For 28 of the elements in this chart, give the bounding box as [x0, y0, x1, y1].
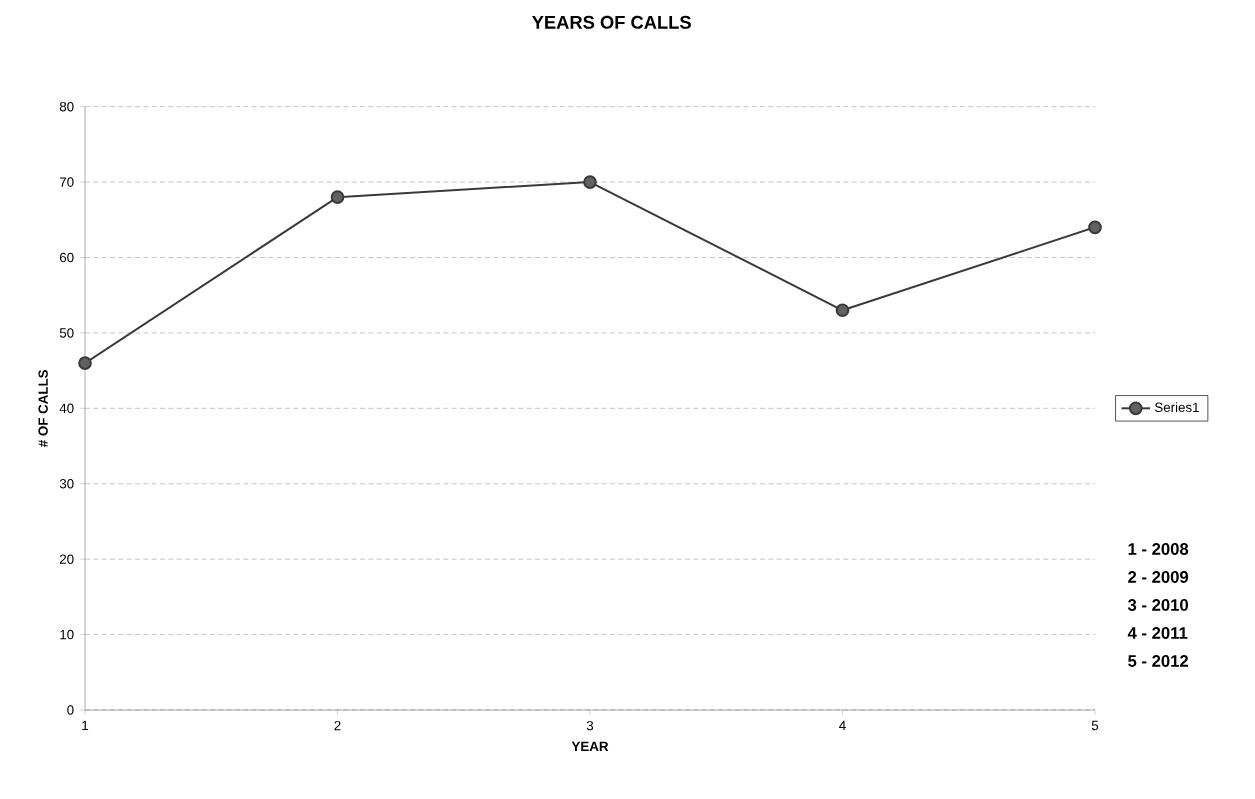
text: 2 - 2009 [1128, 571, 1189, 583]
text: 5 - 2012 [1128, 655, 1189, 667]
x-tick-label: 2 [334, 720, 341, 731]
y-tick-label: 10 [60, 629, 74, 640]
y-tick-label: 60 [59, 252, 74, 263]
y-tick-label: 70 [59, 177, 74, 187]
y-tick-label: 50 [59, 328, 74, 338]
y-axis-title: # OF CALLS [38, 369, 48, 447]
y-tick-label: 30 [59, 479, 74, 489]
text: 1 - 2008 [1128, 543, 1189, 555]
point [583, 175, 597, 189]
y-tick-label: 40 [59, 403, 74, 414]
y-tick-label: 20 [59, 554, 74, 564]
chart-title: YEARS OF CALLS [532, 15, 691, 29]
x-axis-title: YEAR [571, 741, 609, 751]
point [835, 303, 850, 318]
x-tick-label: 4 [839, 720, 846, 731]
point [1088, 220, 1102, 235]
point [330, 190, 345, 204]
y-tick-label: 80 [59, 101, 74, 112]
x-tick-label: 1 [82, 720, 89, 731]
y-tick-label: 0 [67, 705, 74, 715]
legend-label: Series1 [1154, 402, 1199, 413]
x-tick-label: 5 [1091, 720, 1099, 731]
text: 3 - 2010 [1127, 599, 1189, 611]
x-tick-label: 3 [586, 720, 594, 731]
point [78, 356, 92, 370]
text: 4 - 2011 [1127, 627, 1188, 639]
